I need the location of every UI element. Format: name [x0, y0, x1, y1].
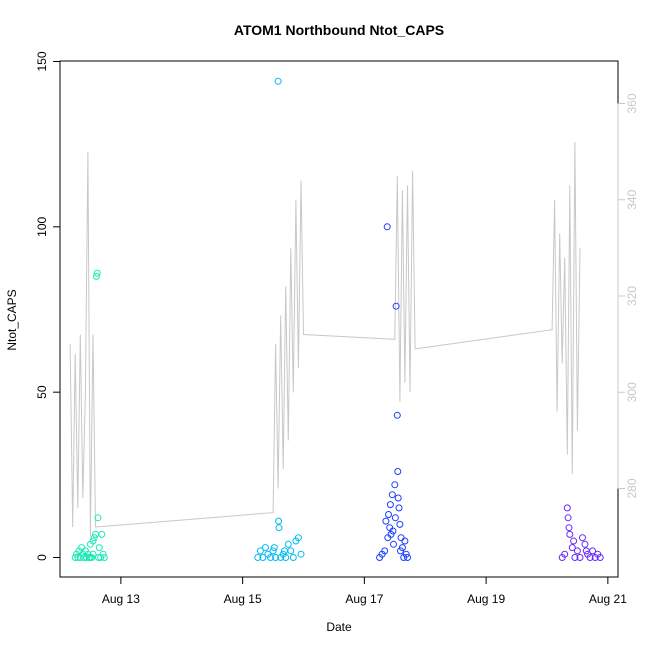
chart-title: ATOM1 Northbound Ntot_CAPS	[234, 22, 444, 38]
data-point	[394, 468, 402, 475]
data-point	[269, 547, 277, 555]
data-point	[261, 544, 269, 552]
data-point	[381, 547, 389, 555]
data-point	[394, 494, 402, 502]
data-point	[565, 524, 573, 532]
data-point	[402, 550, 410, 558]
points-layer	[71, 77, 604, 561]
y-axis-label: Ntot_CAPS	[5, 289, 19, 350]
data-point	[89, 537, 97, 545]
data-point	[383, 223, 391, 231]
data-point	[281, 547, 288, 555]
data-point	[390, 540, 397, 548]
x-tick-label: Aug 15	[224, 592, 262, 606]
data-point	[382, 517, 390, 525]
data-point	[98, 530, 106, 538]
x-axis: Aug 13 Aug 15 Aug 17 Aug 19 Aug 21	[102, 576, 627, 606]
data-point	[570, 537, 578, 545]
y-tick-label: 50	[35, 385, 49, 399]
data-point	[385, 511, 392, 518]
data-point	[395, 504, 403, 512]
data-point	[576, 554, 584, 561]
data-point	[571, 554, 579, 561]
x-tick-label: Aug 19	[467, 592, 505, 606]
data-point	[83, 554, 91, 561]
y2-tick-label: 340	[625, 189, 639, 209]
data-point	[392, 302, 400, 310]
data-point	[404, 554, 411, 561]
line-series-path	[69, 141, 581, 537]
data-point	[596, 554, 604, 561]
y2-tick-label: 300	[625, 382, 639, 402]
data-point	[94, 514, 102, 522]
data-point	[100, 554, 108, 561]
data-point	[384, 534, 392, 542]
data-point	[397, 534, 405, 542]
data-point	[259, 554, 267, 561]
data-point	[272, 554, 280, 561]
data-point	[397, 547, 404, 555]
x-tick-label: Aug 17	[345, 592, 383, 606]
plot-frame	[59, 60, 619, 578]
data-point	[71, 554, 79, 561]
data-point	[254, 554, 262, 561]
y-tick-label: 100	[35, 217, 49, 237]
data-point	[561, 550, 569, 558]
data-point	[391, 481, 399, 489]
data-point	[393, 411, 401, 419]
x-tick-label: Aug 21	[589, 592, 627, 606]
data-point	[90, 534, 98, 542]
y2-tick-label: 360	[625, 93, 639, 113]
data-point	[566, 530, 574, 538]
x-tick-label: Aug 13	[102, 592, 140, 606]
data-point	[579, 534, 586, 542]
y-tick-label: 150	[35, 51, 49, 71]
data-point	[389, 527, 397, 535]
y-tick-label: 0	[35, 554, 49, 561]
data-point	[396, 520, 404, 528]
x-axis-label: Date	[326, 620, 352, 634]
data-point	[275, 524, 283, 532]
data-point	[401, 537, 409, 545]
data-point	[294, 534, 302, 542]
data-point	[99, 550, 107, 558]
data-point	[86, 554, 94, 561]
data-point	[388, 491, 396, 499]
data-point	[573, 547, 581, 555]
data-point	[287, 547, 295, 555]
data-point	[289, 554, 297, 561]
data-point	[92, 272, 100, 280]
data-point	[391, 514, 399, 522]
data-point	[267, 554, 274, 561]
data-point	[581, 540, 589, 548]
data-point	[386, 501, 394, 509]
data-point	[586, 554, 594, 561]
data-point	[270, 544, 278, 552]
y2-tick-label: 280	[625, 478, 639, 498]
data-point	[582, 547, 590, 555]
data-point	[284, 540, 292, 548]
y2-axis: 280 300 320 340 360	[617, 93, 639, 499]
data-point	[95, 544, 103, 552]
data-point	[275, 517, 283, 525]
data-point	[564, 514, 572, 522]
data-point	[297, 550, 305, 558]
data-point	[563, 504, 571, 512]
y2-tick-label: 320	[625, 286, 639, 306]
data-point	[93, 269, 101, 277]
line-series	[69, 141, 581, 537]
data-point	[274, 77, 282, 85]
y-axis: 0 50 100 150	[35, 51, 61, 561]
data-point	[282, 554, 290, 561]
data-point	[568, 544, 576, 552]
data-point	[256, 547, 264, 555]
